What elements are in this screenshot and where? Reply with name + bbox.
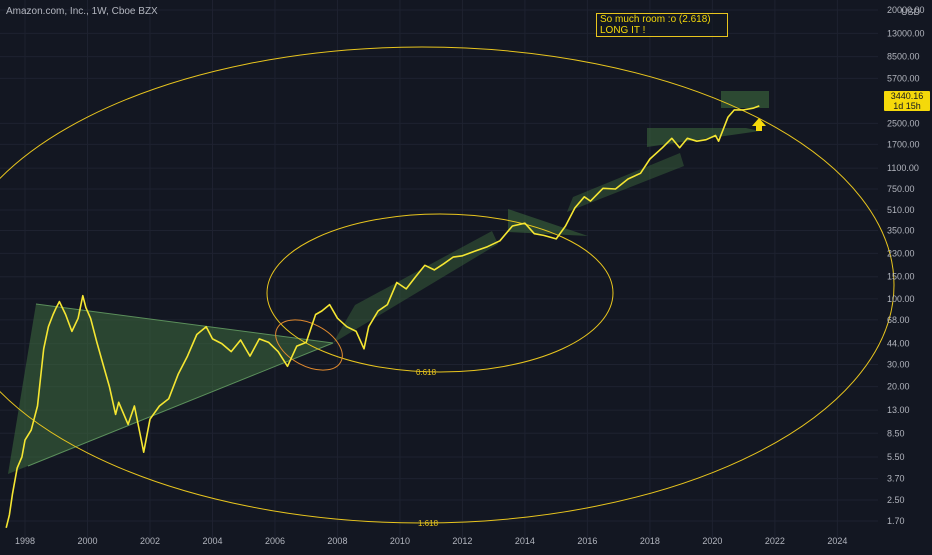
y-tick-label: 20000.00 — [887, 5, 925, 15]
y-tick-label: 2500.00 — [887, 118, 920, 128]
y-tick-label: 510.00 — [887, 205, 915, 215]
trend-lines — [27, 303, 334, 467]
y-tick-label: 13.00 — [887, 405, 910, 415]
y-axis: 1.70 2.50 3.70 5.50 8.50 13.00 20.00 30.00 44.00… — [887, 5, 925, 526]
last-price-tag: 3440.16 1d 15h — [884, 91, 930, 111]
x-tick-label: 2024 — [827, 536, 847, 546]
y-tick-label: 68.00 — [887, 315, 910, 325]
up-arrow-icon — [752, 118, 766, 131]
shaded-regions — [8, 91, 769, 474]
fib-ellipse-outer — [0, 46, 895, 524]
bar-countdown: 1d 15h — [893, 101, 921, 111]
last-price: 3440.16 — [890, 91, 924, 101]
y-tick-label: 1.70 — [887, 516, 905, 526]
y-tick-label: 150.00 — [887, 272, 915, 282]
shaded-triangle-2014 — [508, 209, 588, 236]
fib-ellipses — [0, 46, 895, 524]
x-tick-label: 2008 — [327, 536, 347, 546]
y-tick-label: 20.00 — [887, 382, 910, 392]
x-tick-label: 2020 — [702, 536, 722, 546]
fib-label-outer: 1.618 — [418, 519, 439, 528]
x-tick-label: 2006 — [265, 536, 285, 546]
y-tick-label: 8.50 — [887, 428, 905, 438]
annotation-line-1: So much room :o (2.618) — [600, 14, 711, 25]
symbol-title: Amazon.com, Inc., 1W, Cboe BZX — [6, 6, 158, 17]
trend-line-lower — [27, 342, 334, 467]
y-tick-label: 1100.00 — [887, 163, 919, 173]
y-tick-label: 230.00 — [887, 248, 915, 258]
y-tick-label: 5.50 — [887, 452, 905, 462]
x-tick-label: 2014 — [515, 536, 535, 546]
annotation-line-2: LONG IT ! — [600, 25, 646, 36]
y-tick-label: 1700.00 — [887, 139, 920, 149]
y-tick-label: 8500.00 — [887, 52, 920, 62]
shaded-triangle-large — [8, 304, 333, 474]
fib-label-inner: 0.618 — [416, 368, 437, 377]
y-axis-unit: USD — [901, 7, 921, 17]
x-tick-label: 2018 — [640, 536, 660, 546]
y-tick-label: 44.00 — [887, 339, 910, 349]
y-tick-label: 2.50 — [887, 495, 905, 505]
y-tick-label: 350.00 — [887, 226, 915, 236]
x-tick-label: 2002 — [140, 536, 160, 546]
fib-ellipse-inner — [266, 213, 614, 373]
x-tick-label: 2016 — [577, 536, 597, 546]
x-tick-label: 2022 — [765, 536, 785, 546]
x-tick-label: 1998 — [15, 536, 35, 546]
annotation-box[interactable]: So much room :o (2.618) LONG IT ! — [596, 13, 728, 37]
price-line — [5, 105, 760, 528]
x-tick-label: 2010 — [390, 536, 410, 546]
shaded-rect-2021 — [721, 91, 769, 108]
y-tick-label: 100.00 — [887, 294, 915, 304]
fib-ellipse-small — [275, 319, 343, 371]
y-tick-label: 750.00 — [887, 184, 915, 194]
x-tick-label: 2012 — [452, 536, 472, 546]
y-tick-label: 13000.00 — [887, 28, 925, 38]
y-tick-label: 3.70 — [887, 474, 905, 484]
x-tick-label: 2004 — [202, 536, 222, 546]
y-tick-label: 5700.00 — [887, 73, 920, 83]
shaded-channel-2016 — [567, 153, 684, 212]
x-axis: 1998 2000 2002 2004 2006 2008 2010 2012 2014 2016… — [15, 536, 847, 546]
trend-line-upper — [35, 303, 334, 344]
x-tick-label: 2000 — [77, 536, 97, 546]
shaded-channel-2009 — [333, 231, 498, 343]
y-tick-label: 30.00 — [887, 359, 910, 369]
